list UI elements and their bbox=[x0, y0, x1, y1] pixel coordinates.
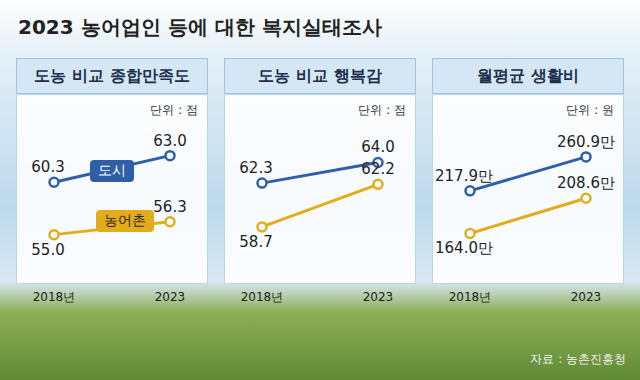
svg-text:164.0만: 164.0만 bbox=[435, 239, 493, 257]
html-text:단위 : 원: 단위 : 원 bbox=[566, 103, 614, 117]
svg-text:64.0: 64.0 bbox=[361, 138, 394, 156]
html-text:도시: 도시 bbox=[98, 162, 126, 178]
html-text:월평균 생활비: 월평균 생활비 bbox=[477, 65, 579, 85]
svg-text:208.6만: 208.6만 bbox=[557, 174, 615, 192]
svg-text:63.0: 63.0 bbox=[153, 132, 186, 150]
svg-text:62.3: 62.3 bbox=[239, 159, 272, 177]
svg-text:62.2: 62.2 bbox=[361, 160, 394, 178]
svg-text:217.9만: 217.9만 bbox=[435, 167, 493, 185]
svg-text:2018년: 2018년 bbox=[33, 290, 76, 304]
svg-text:2023: 2023 bbox=[363, 290, 394, 304]
html-text:단위 : 점: 단위 : 점 bbox=[358, 103, 406, 117]
html-text:농어촌: 농어촌 bbox=[104, 212, 146, 228]
svg-text:2018년: 2018년 bbox=[241, 290, 284, 304]
svg-text:260.9만: 260.9만 bbox=[557, 133, 615, 151]
html-text:도농 비교 종합만족도: 도농 비교 종합만족도 bbox=[34, 65, 190, 85]
svg-text:2018년: 2018년 bbox=[449, 290, 492, 304]
svg-text:2023: 2023 bbox=[571, 290, 602, 304]
svg-text:60.3: 60.3 bbox=[31, 158, 64, 176]
html-text:2023 농어업인 등에 대한 복지실태조사: 2023 농어업인 등에 대한 복지실태조사 bbox=[18, 15, 382, 39]
svg-text:55.0: 55.0 bbox=[31, 241, 64, 259]
svg-text:56.3: 56.3 bbox=[153, 198, 186, 216]
svg-text:2023: 2023 bbox=[155, 290, 186, 304]
svg-text:58.7: 58.7 bbox=[239, 233, 272, 251]
html-text:단위 : 점: 단위 : 점 bbox=[150, 103, 198, 117]
html-text:도농 비교 행복감: 도농 비교 행복감 bbox=[258, 65, 382, 85]
html-text:자료 : 농촌진흥청: 자료 : 농촌진흥청 bbox=[530, 352, 626, 366]
